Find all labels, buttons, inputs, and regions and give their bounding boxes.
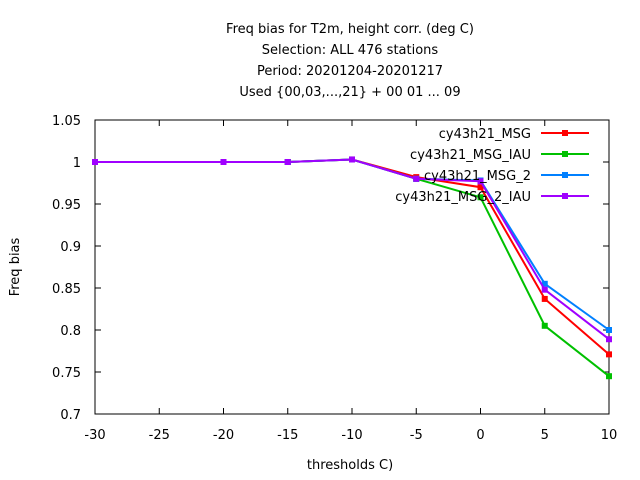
y-tick-label: 0.8	[60, 324, 81, 339]
y-tick-label: 0.75	[52, 366, 81, 381]
data-point	[477, 178, 484, 185]
x-tick-label: -25	[149, 428, 170, 443]
x-tick-label: -15	[277, 428, 298, 443]
data-point	[541, 295, 548, 302]
series-3	[92, 156, 612, 333]
x-tick-label: -20	[213, 428, 234, 443]
y-tick-label: 0.95	[52, 198, 81, 213]
title-line-3: Period: 20201204-20201217	[257, 64, 443, 79]
x-tick-label: -10	[341, 428, 362, 443]
data-point	[541, 280, 548, 287]
legend-swatch-marker	[562, 172, 568, 178]
series-4	[92, 156, 612, 343]
chart-title: Freq bias for T2m, height corr. (deg C) …	[226, 22, 474, 100]
data-point	[606, 327, 612, 333]
legend: cy43h21_MSG cy43h21_MSG_IAU cy43h21_MSG_2c…	[395, 127, 589, 205]
y-tick-label: 0.7	[60, 408, 81, 423]
y-tick-label: 0.9	[60, 240, 81, 255]
title-line-2: Selection: ALL 476 stations	[262, 43, 439, 58]
x-axis: -30 -25 -20 -15 -10 -5 0 5 10	[84, 120, 617, 443]
legend-swatch-marker	[562, 130, 568, 136]
series-line	[95, 158, 610, 356]
series-layer	[92, 156, 612, 380]
legend-label: cy43h21_MSG	[439, 127, 531, 142]
data-point	[477, 194, 484, 201]
series-1	[92, 156, 612, 358]
data-point	[284, 159, 291, 165]
y-axis-label: Freq bias	[8, 237, 23, 296]
y-axis: 0.7 0.75 0.8 0.85 0.9 0.95 1 1.05	[52, 114, 609, 423]
title-line-1: Freq bias for T2m, height corr. (deg C)	[226, 22, 474, 37]
legend-swatch-marker	[562, 151, 568, 157]
data-point	[349, 156, 355, 163]
y-tick-label: 1.05	[52, 114, 81, 129]
legend-label: cy43h21_MSG_IAU	[410, 148, 531, 163]
legend-swatch-marker	[562, 193, 568, 199]
legend-label: cy43h21_MSG_2_IAU	[395, 190, 531, 205]
data-point	[477, 184, 484, 191]
y-tick-label: 1	[73, 156, 81, 171]
legend-label: cy43h21_MSG_2	[424, 169, 531, 184]
data-point	[606, 351, 612, 358]
y-tick-label: 0.85	[52, 282, 81, 297]
data-point	[541, 286, 548, 293]
data-point	[413, 175, 420, 182]
data-point	[92, 159, 98, 165]
series-line	[95, 158, 610, 331]
x-axis-label: thresholds C)	[307, 458, 393, 473]
x-tick-label: -30	[84, 428, 105, 443]
x-tick-label: 5	[541, 428, 549, 443]
data-point	[541, 322, 548, 329]
series-line	[95, 158, 610, 340]
title-line-4: Used {00,03,...,21} + 00 01 ... 09	[239, 85, 460, 100]
x-tick-label: 10	[601, 428, 618, 443]
data-point	[220, 159, 227, 165]
x-tick-label: 0	[476, 428, 484, 443]
data-point	[606, 373, 612, 380]
data-point	[606, 336, 612, 343]
x-tick-label: -5	[410, 428, 423, 443]
